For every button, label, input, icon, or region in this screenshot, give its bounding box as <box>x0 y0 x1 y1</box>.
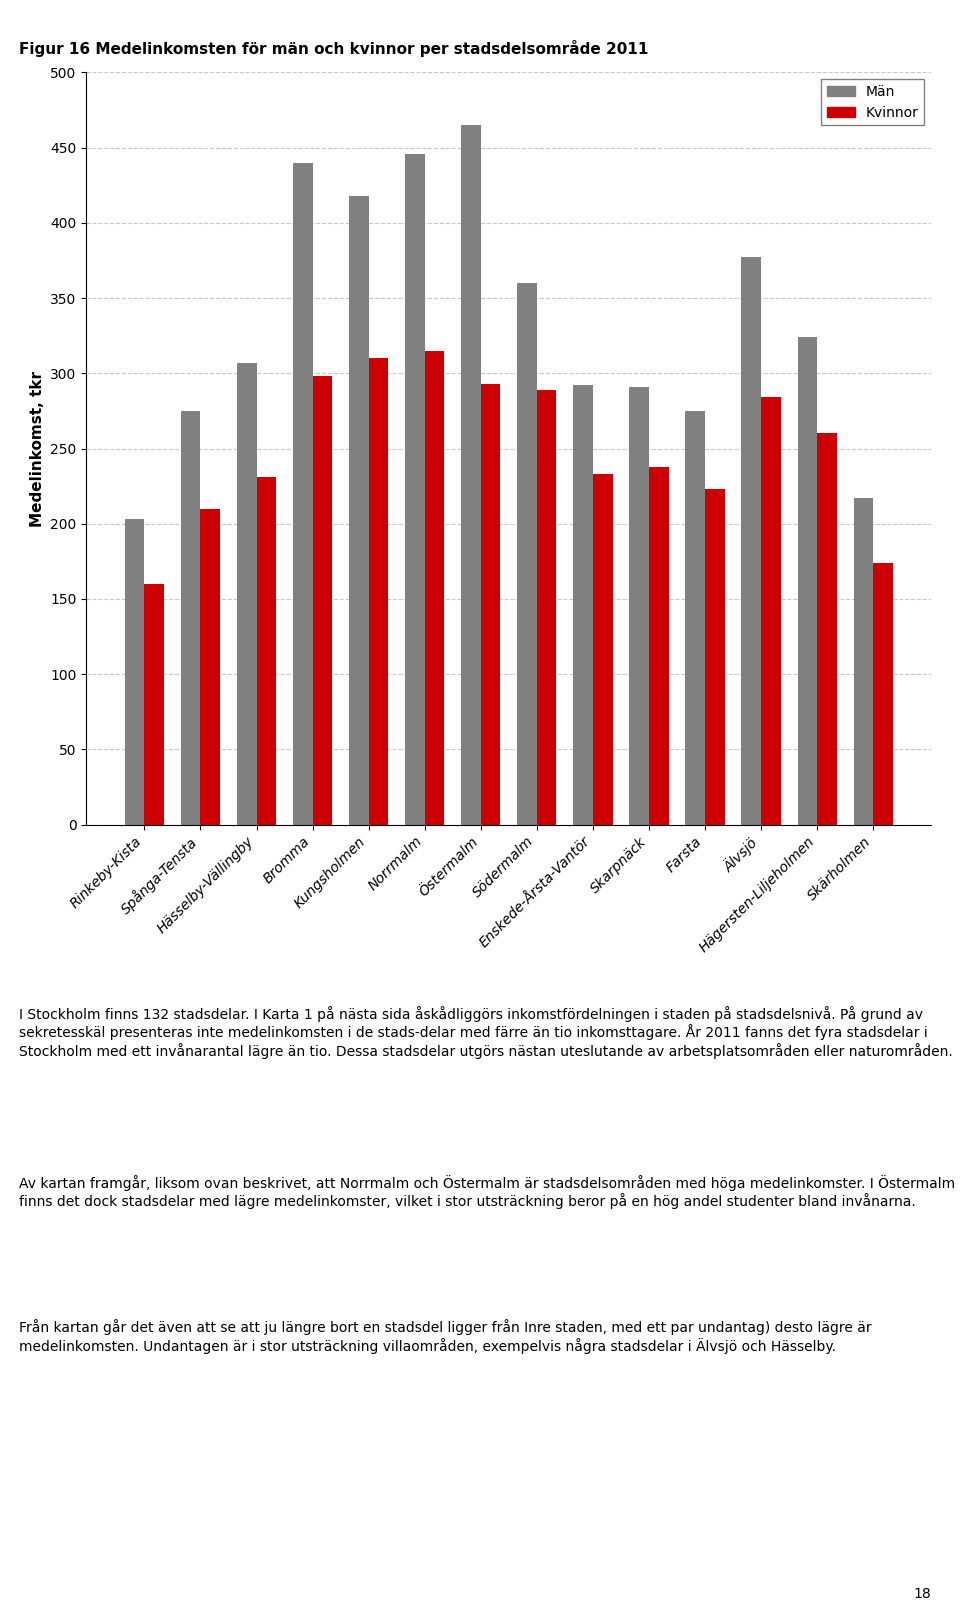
Bar <box>573 385 593 825</box>
Bar <box>293 163 313 825</box>
Bar <box>237 362 256 825</box>
Bar <box>761 397 780 825</box>
Bar <box>817 433 837 825</box>
Bar <box>144 584 164 825</box>
Bar <box>685 410 705 825</box>
Bar <box>537 389 557 825</box>
Text: Av kartan framgår, liksom ovan beskrivet, att Norrmalm och Östermalm är stadsdel: Av kartan framgår, liksom ovan beskrivet… <box>19 1175 955 1208</box>
Bar <box>481 385 500 825</box>
Bar <box>424 351 444 825</box>
Bar <box>874 563 893 825</box>
Legend: Män, Kvinnor: Män, Kvinnor <box>822 79 924 126</box>
Bar <box>313 377 332 825</box>
Bar <box>201 508 220 825</box>
Bar <box>349 196 369 825</box>
Bar <box>125 520 144 825</box>
Bar <box>705 489 725 825</box>
Bar <box>256 478 276 825</box>
Text: Figur 16 Medelinkomsten för män och kvinnor per stadsdelsområde 2011: Figur 16 Medelinkomsten för män och kvin… <box>19 40 649 58</box>
Bar <box>461 126 481 825</box>
Bar <box>741 257 761 825</box>
Text: 18: 18 <box>914 1586 931 1601</box>
Bar <box>798 338 817 825</box>
Bar <box>369 359 388 825</box>
Bar <box>180 410 201 825</box>
Text: I Stockholm finns 132 stadsdelar. I Karta 1 på nästa sida åskådliggörs inkomstfö: I Stockholm finns 132 stadsdelar. I Kart… <box>19 1006 953 1059</box>
Bar <box>630 386 649 825</box>
Bar <box>593 475 612 825</box>
Y-axis label: Medelinkomst, tkr: Medelinkomst, tkr <box>30 370 45 526</box>
Text: Från kartan går det även att se att ju längre bort en stadsdel ligger från Inre : Från kartan går det även att se att ju l… <box>19 1319 872 1353</box>
Bar <box>405 153 424 825</box>
Bar <box>649 467 668 825</box>
Bar <box>853 499 874 825</box>
Bar <box>517 283 537 825</box>
